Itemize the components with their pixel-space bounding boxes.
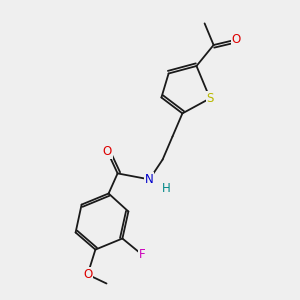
Text: F: F — [139, 248, 146, 262]
Text: H: H — [162, 182, 171, 195]
Text: O: O — [232, 33, 241, 46]
Text: S: S — [206, 92, 214, 105]
Text: O: O — [103, 145, 112, 158]
Text: O: O — [83, 268, 92, 281]
Text: N: N — [145, 173, 154, 186]
